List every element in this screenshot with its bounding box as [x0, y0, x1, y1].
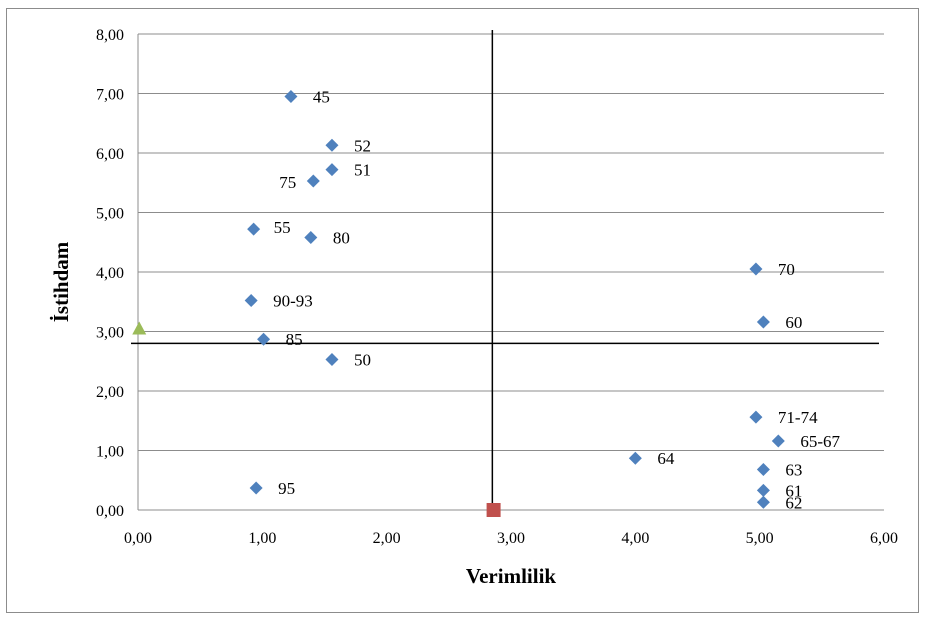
- y-tick-label: 6,00: [96, 146, 124, 163]
- data-point-label: 60: [785, 313, 802, 332]
- data-point-marker: [325, 138, 339, 152]
- data-point-label: 80: [333, 228, 350, 247]
- x-tick-label: 5,00: [746, 530, 774, 547]
- data-point-marker: [749, 410, 763, 424]
- y-tick-label: 4,00: [96, 265, 124, 282]
- y-tick-label: 5,00: [96, 206, 124, 223]
- x-tick-label: 1,00: [248, 530, 276, 547]
- data-point-marker: [771, 434, 785, 448]
- data-point-marker: [304, 230, 318, 244]
- x-tick-label: 4,00: [621, 530, 649, 547]
- data-point-label: 90-93: [273, 292, 313, 311]
- data-point-marker: [249, 481, 263, 495]
- data-point-label: 85: [286, 330, 303, 349]
- data-point-marker: [749, 262, 763, 276]
- x-tick-label: 3,00: [497, 530, 525, 547]
- y-tick-label: 2,00: [96, 384, 124, 401]
- data-point-label: 95: [278, 479, 295, 498]
- x-tick-label: 2,00: [373, 530, 401, 547]
- data-point-label: 71-74: [778, 408, 818, 427]
- data-point-label: 63: [785, 461, 802, 480]
- data-point-marker: [306, 174, 320, 188]
- data-point-marker: [756, 483, 770, 497]
- x-axis-title: Verimlilik: [466, 564, 557, 588]
- data-point-marker: [756, 463, 770, 477]
- data-point-marker: [756, 495, 770, 509]
- chart-frame: [6, 8, 919, 613]
- data-point-label: 65-67: [800, 432, 840, 451]
- data-point-marker: [325, 163, 339, 177]
- triangle-marker: [132, 321, 147, 335]
- data-point-marker: [284, 89, 298, 103]
- data-point-marker: [247, 222, 261, 236]
- y-tick-label: 7,00: [96, 87, 124, 104]
- data-point-label: 62: [785, 493, 802, 512]
- data-point-label: 52: [354, 136, 371, 155]
- data-point-label: 45: [313, 87, 330, 106]
- y-tick-label: 1,00: [96, 444, 124, 461]
- data-point-marker: [257, 332, 271, 346]
- data-point-marker: [756, 315, 770, 329]
- data-point-label: 50: [354, 350, 371, 369]
- data-point-label: 70: [778, 260, 795, 279]
- data-point-label: 55: [274, 218, 291, 237]
- y-tick-label: 0,00: [96, 503, 124, 520]
- y-axis-title: İstihdam: [49, 241, 73, 322]
- y-tick-label: 3,00: [96, 325, 124, 342]
- data-point-label: 61: [785, 481, 802, 500]
- square-marker: [486, 503, 501, 517]
- x-tick-label: 0,00: [124, 530, 152, 547]
- x-tick-label: 6,00: [870, 530, 898, 547]
- data-point-label: 64: [657, 449, 675, 468]
- data-point-marker: [244, 294, 258, 308]
- data-point-label: 51: [354, 161, 371, 180]
- data-point-marker: [628, 451, 642, 465]
- y-tick-label: 8,00: [96, 27, 124, 44]
- data-point-label: 75: [279, 173, 296, 192]
- data-point-marker: [325, 352, 339, 366]
